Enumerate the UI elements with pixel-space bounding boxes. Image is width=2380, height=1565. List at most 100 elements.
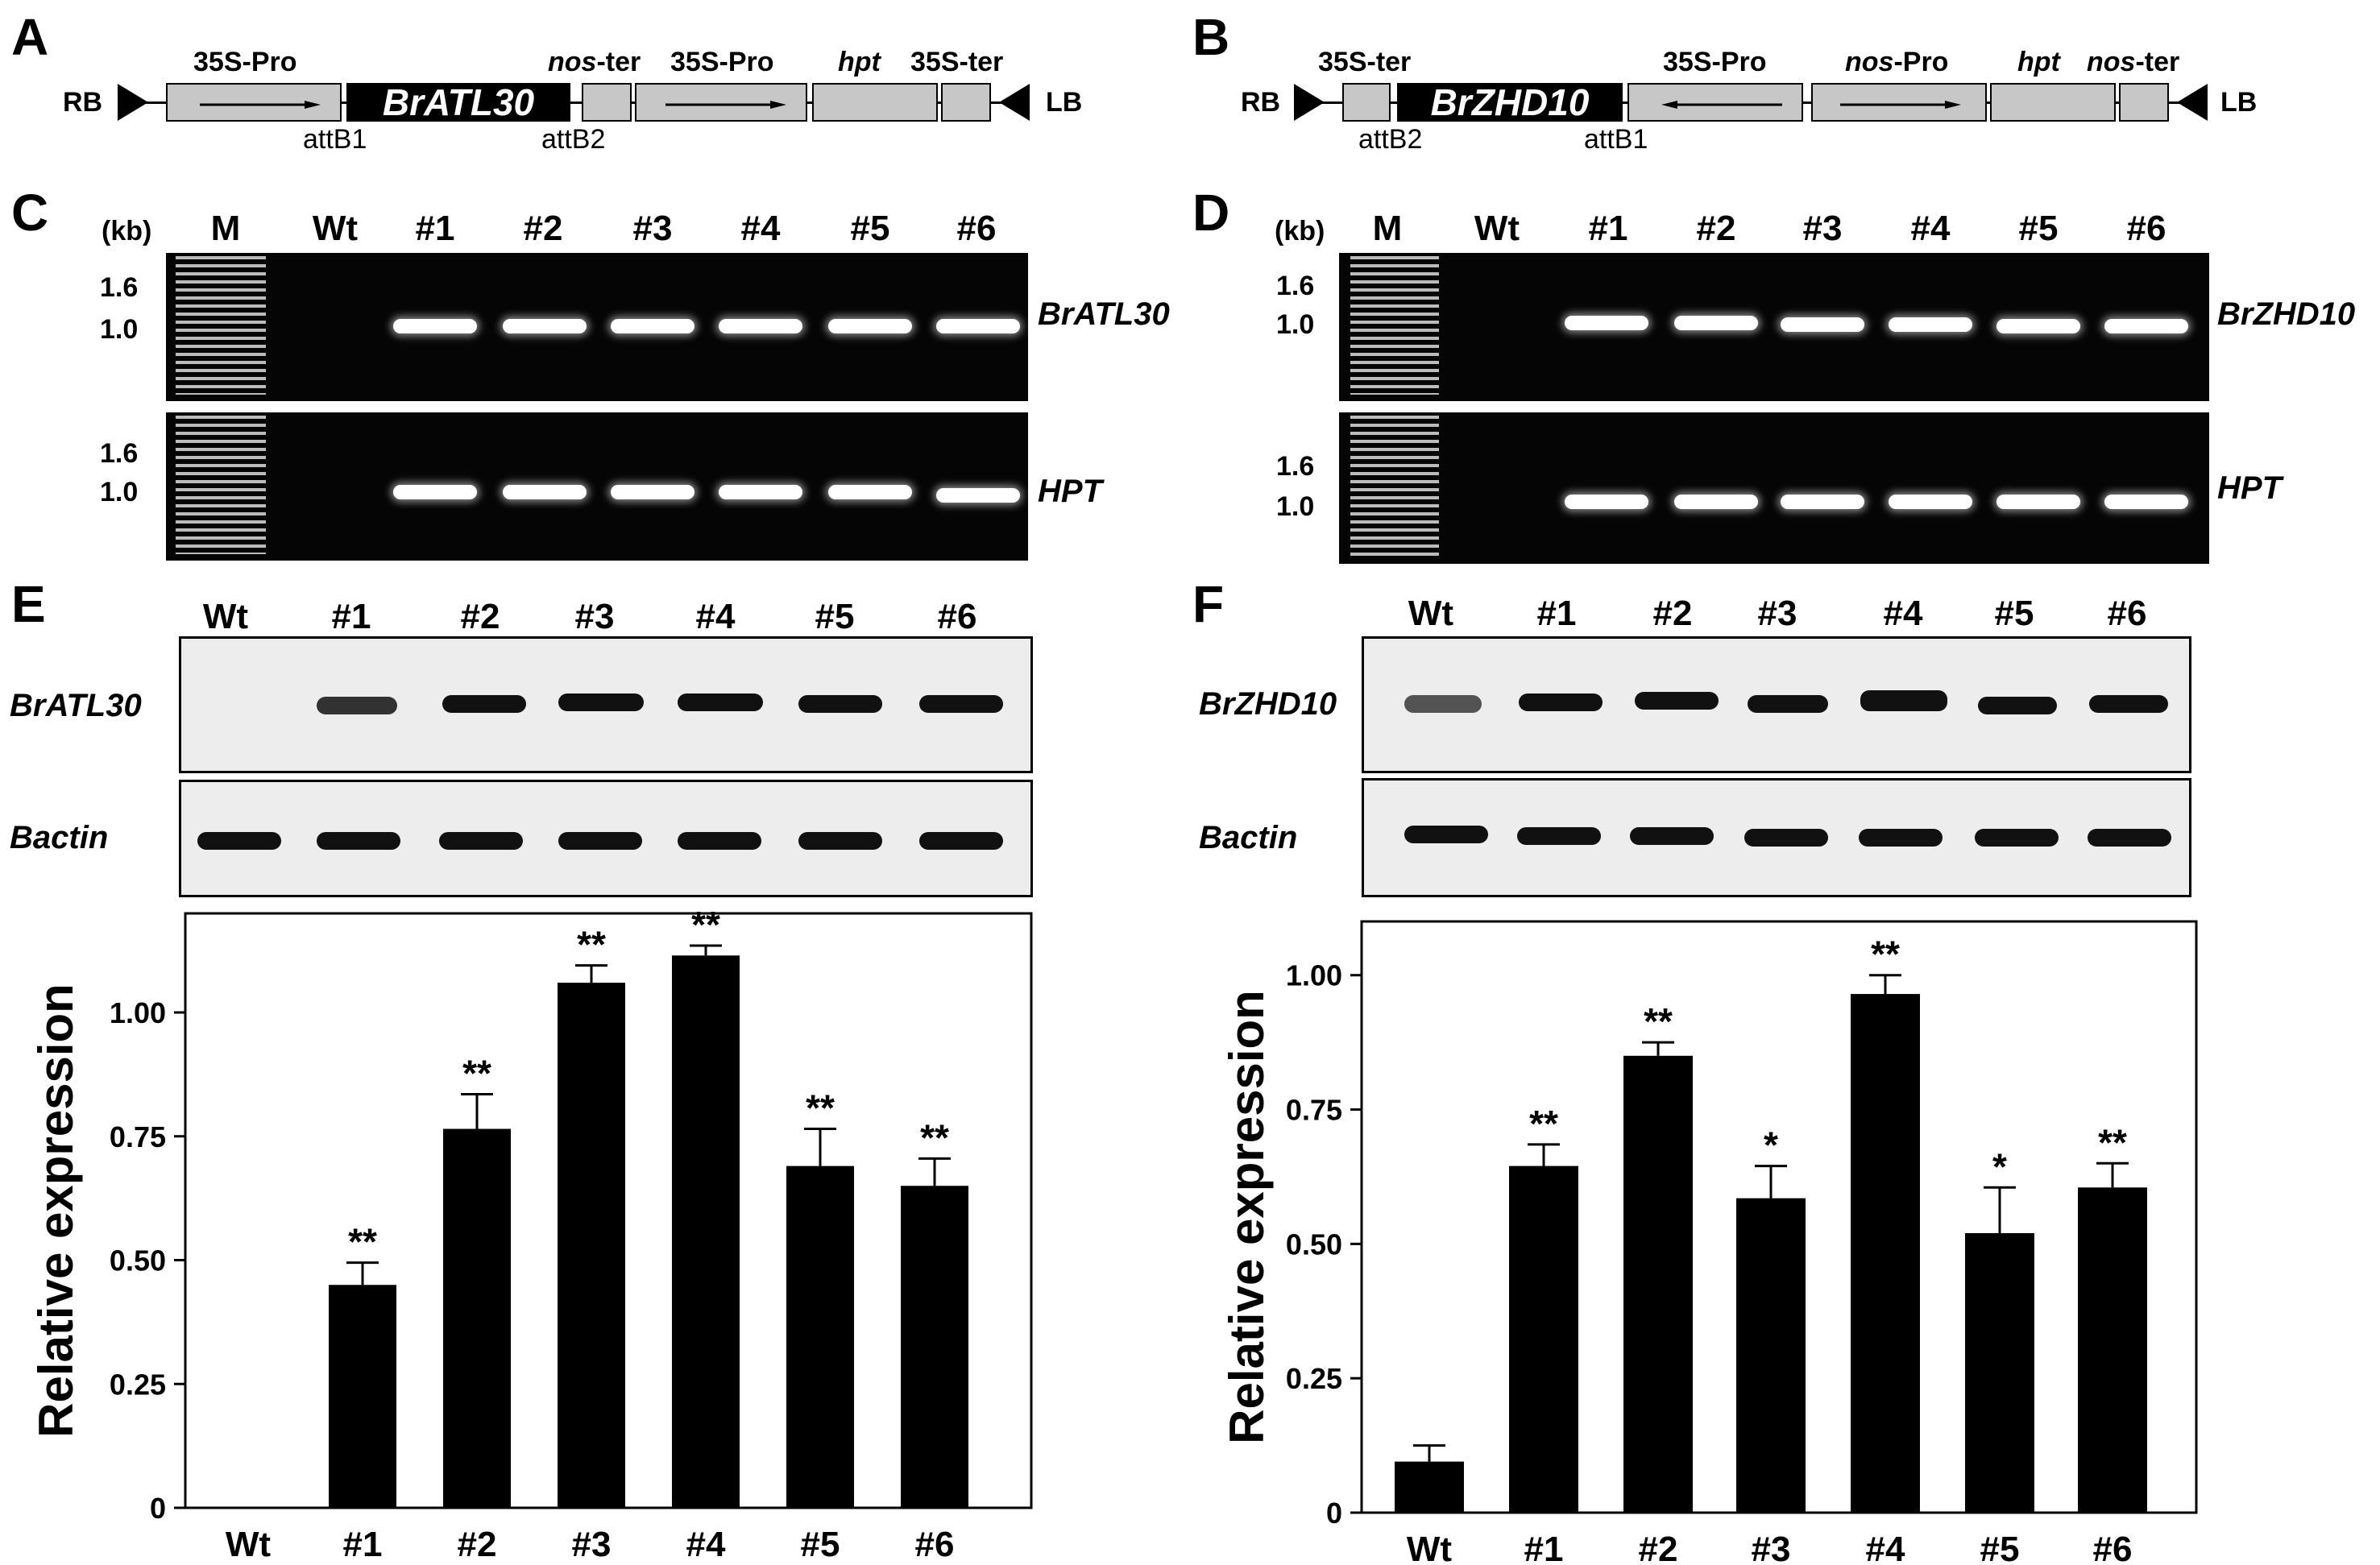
- gene-box-brzhd10: BrZHD10: [1397, 83, 1623, 122]
- y-tick-label: 1.00: [1286, 959, 1342, 992]
- gel-band: [1748, 695, 1828, 713]
- arrow-right-icon: [1840, 101, 1961, 109]
- significance-marker: **: [1871, 934, 1900, 975]
- gel-band: [2088, 829, 2171, 847]
- kb-label: (kb): [102, 216, 152, 246]
- dna-ladder: [1350, 256, 1439, 395]
- bar: [1965, 1233, 2034, 1513]
- gel-image-hpt: [1339, 412, 2209, 564]
- attb1-label: attB1: [303, 124, 367, 155]
- gel-band: [2104, 495, 2188, 509]
- ter-label: 35S-ter: [910, 47, 1004, 77]
- gel-band: [1744, 829, 1828, 847]
- gel-band: [919, 695, 1003, 713]
- lane-label: #3: [1802, 209, 1843, 248]
- rtpcr-gel-bactin: [179, 780, 1033, 897]
- gel-band: [393, 319, 477, 333]
- panel-letter-f: F: [1192, 575, 1225, 633]
- x-tick-label: Wt: [226, 1525, 272, 1564]
- gel-band: [919, 832, 1003, 850]
- gel-band: [611, 319, 695, 333]
- significance-marker: **: [348, 1221, 377, 1263]
- gel-image-bratl30: [166, 253, 1028, 401]
- bar: [672, 955, 740, 1508]
- bar: [329, 1285, 396, 1508]
- y-tick-label: 0: [150, 1492, 166, 1525]
- rb-label: RB: [63, 87, 103, 118]
- bar: [901, 1186, 968, 1508]
- gel-band: [1781, 317, 1864, 332]
- rtpcr-gel-brzhd10: [1362, 636, 2191, 773]
- lane-label: #2: [1696, 209, 1736, 248]
- kb-label: (kb): [1275, 216, 1325, 246]
- lane-label: Wt: [202, 597, 249, 636]
- gel-band: [1781, 495, 1864, 509]
- size-label-1-0: 1.0: [100, 477, 139, 507]
- x-tick-label: #4: [686, 1525, 726, 1564]
- lane-label: #2: [1652, 594, 1693, 633]
- rb-label: RB: [1241, 87, 1281, 118]
- x-tick-label: #2: [1639, 1530, 1678, 1565]
- dna-ladder: [1350, 416, 1439, 557]
- nos-ter-box: [582, 83, 632, 122]
- size-label-1-0: 1.0: [1276, 309, 1315, 340]
- bar: [558, 983, 625, 1508]
- x-tick-label: #2: [458, 1525, 497, 1564]
- hpt-box: [1990, 83, 2116, 122]
- gel-band: [2089, 695, 2168, 713]
- gel-band: [678, 832, 761, 850]
- panel-letter-e: E: [11, 575, 46, 633]
- gel-band: [1517, 827, 1601, 845]
- ter1-label: 35S-ter: [1318, 47, 1412, 77]
- dna-ladder: [176, 416, 266, 554]
- gel-band: [798, 832, 882, 850]
- x-tick-label: #5: [1980, 1530, 2020, 1565]
- significance-marker: *: [1764, 1124, 1778, 1166]
- y-axis-label: Relative expression: [1220, 990, 1274, 1444]
- significance-marker: **: [806, 1087, 835, 1129]
- attb2-label: attB2: [1358, 124, 1423, 155]
- gel-band: [1630, 827, 1714, 845]
- gene-box-bratl30: BrATL30: [346, 83, 570, 122]
- bar: [1509, 1165, 1578, 1513]
- significance-marker: **: [577, 924, 606, 966]
- gel-band: [1859, 829, 1943, 847]
- t-dna-line: [145, 101, 1007, 104]
- bar: [1395, 1461, 1464, 1513]
- gel-band: [442, 695, 526, 713]
- lane-label: #1: [331, 597, 371, 636]
- y-tick-label: 0.25: [1286, 1362, 1342, 1395]
- gene-label: BrATL30: [1038, 296, 1170, 332]
- gel-band: [1978, 697, 2057, 714]
- nos-promoter-box: [1811, 83, 1987, 122]
- rtpcr-gel-bactin: [1362, 778, 2191, 897]
- promoter-35s-box: [1627, 83, 1803, 122]
- y-tick-label: 0.25: [110, 1368, 166, 1401]
- gel-band: [936, 488, 1020, 503]
- size-label-1-6: 1.6: [100, 438, 139, 469]
- lane-label: #5: [1994, 594, 2034, 633]
- gel-band: [2104, 319, 2188, 333]
- arrow-left-icon: [1661, 101, 1782, 109]
- lane-label: #6: [956, 209, 997, 248]
- gel-band: [1996, 319, 2080, 333]
- gel-band: [936, 319, 1020, 333]
- lane-label: #6: [2107, 594, 2147, 633]
- nos-ter-label: nos-ter: [2087, 47, 2180, 77]
- lane-label: #3: [1757, 594, 1797, 633]
- gene-label: Bactin: [10, 820, 109, 855]
- gel-band: [558, 693, 644, 711]
- y-tick-label: 0.50: [110, 1244, 166, 1277]
- gene-label: HPT: [2217, 470, 2282, 506]
- y-tick-label: 1.00: [110, 996, 166, 1029]
- lane-label: Wt: [1408, 594, 1454, 633]
- x-tick-label: Wt: [1407, 1530, 1453, 1565]
- x-tick-label: #6: [2093, 1530, 2133, 1565]
- lane-label: Wt: [1474, 209, 1520, 248]
- arrow-right-icon: [200, 101, 321, 109]
- attb1-label: attB1: [1584, 124, 1648, 155]
- panel-letter-c: C: [11, 184, 49, 242]
- lane-label: #2: [523, 209, 563, 248]
- y-axis-label: Relative expression: [29, 983, 83, 1438]
- bar: [1736, 1198, 1806, 1513]
